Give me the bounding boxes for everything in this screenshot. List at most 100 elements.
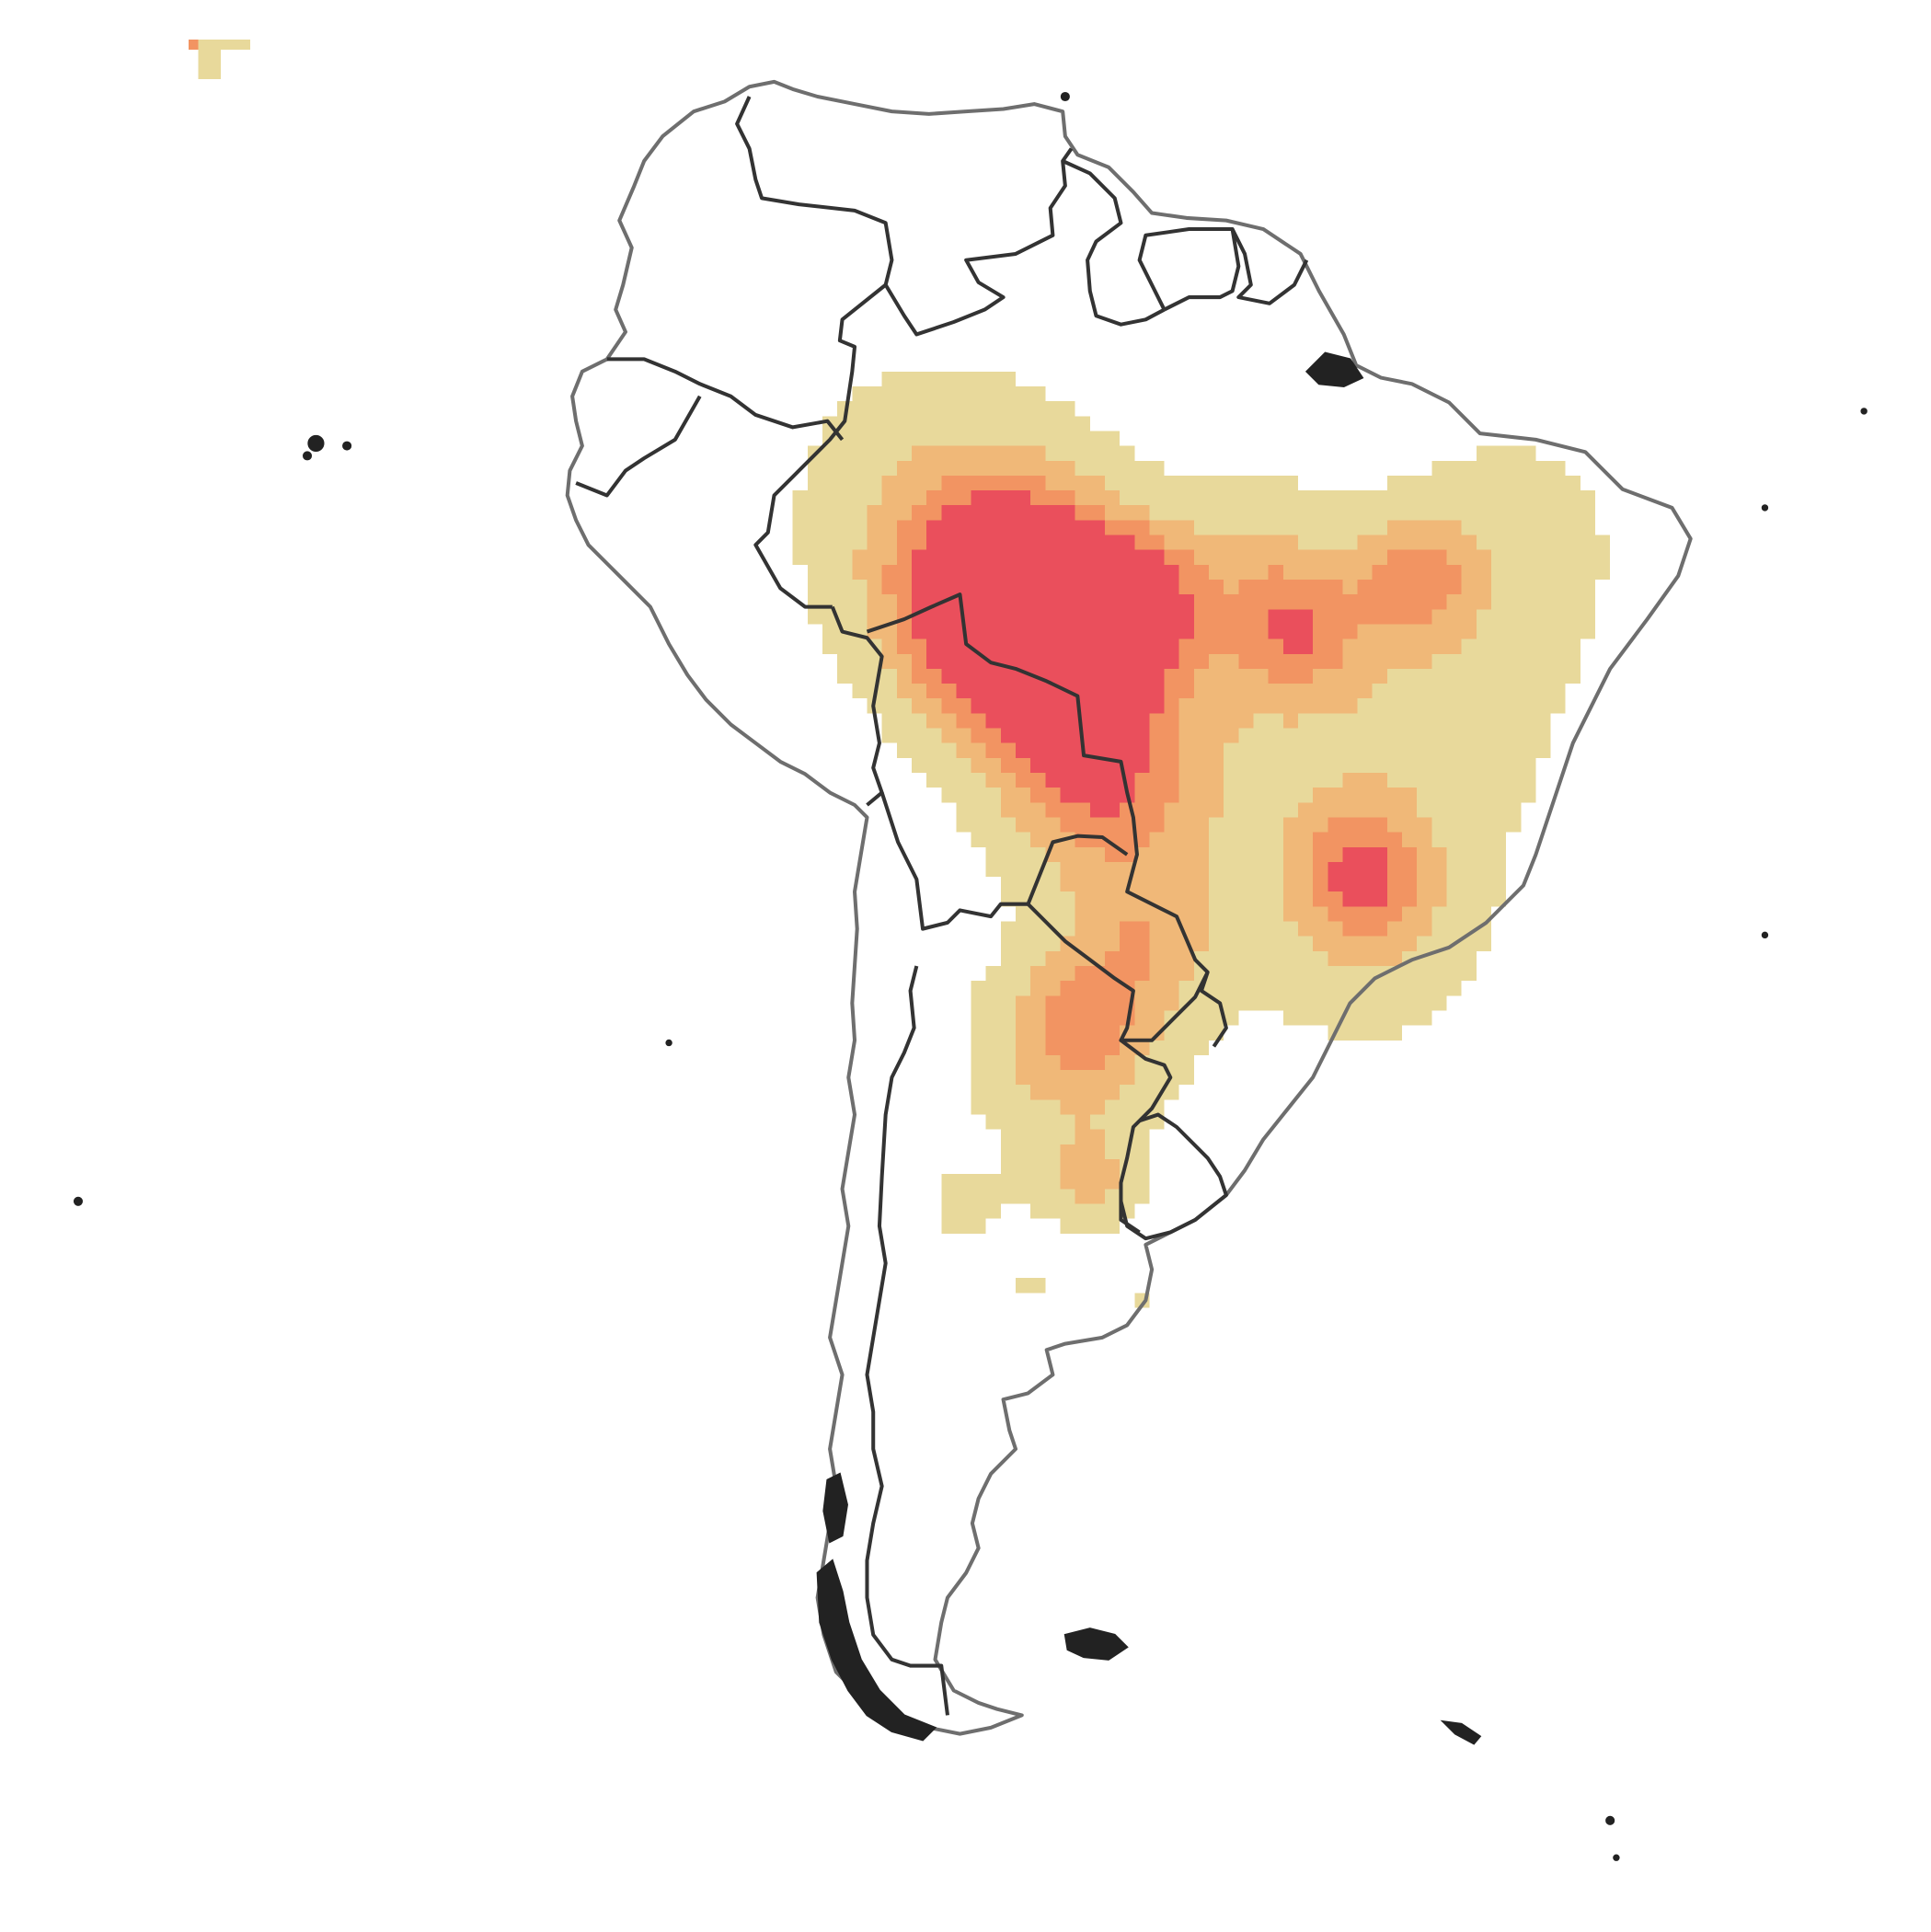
heat-cell-low xyxy=(1016,386,1031,402)
heat-cell-low xyxy=(1016,861,1031,878)
heat-cell-very-high xyxy=(1030,742,1046,758)
heat-cell-medium xyxy=(1297,906,1314,922)
heat-cell-low xyxy=(1521,594,1536,610)
heat-cell-low xyxy=(1060,445,1075,461)
heat-cell-high xyxy=(1104,1025,1121,1041)
heat-cell-low xyxy=(1476,728,1491,743)
heat-cell-medium xyxy=(1446,535,1462,550)
heat-cell-high xyxy=(1193,624,1210,639)
heat-cell-low xyxy=(852,668,868,684)
heat-cell-low xyxy=(1149,1040,1165,1055)
heat-cell-high xyxy=(1357,580,1373,595)
heat-cell-medium xyxy=(1060,950,1075,966)
heat-cell-low xyxy=(941,1174,957,1190)
heat-cell-high xyxy=(911,505,927,521)
heat-cell-medium xyxy=(1238,684,1254,699)
heat-cell-high xyxy=(1386,877,1403,892)
heat-cell-low xyxy=(1238,981,1254,996)
heat-cell-very-high xyxy=(1357,877,1373,892)
heat-cell-high xyxy=(1402,580,1418,595)
heat-cell-low xyxy=(1268,906,1283,922)
heat-cell-low xyxy=(1357,966,1373,982)
heat-cell-low xyxy=(971,802,986,818)
heat-cell-low xyxy=(1386,995,1403,1011)
heat-cell-medium xyxy=(1297,684,1314,699)
heat-cell-very-high xyxy=(1016,609,1031,625)
heat-cell-very-high xyxy=(1000,638,1017,654)
heat-cell-very-high xyxy=(1016,490,1031,506)
heat-cell-low xyxy=(1476,802,1491,818)
heat-cell-very-high xyxy=(956,505,971,521)
heat-cell-low xyxy=(1476,936,1491,951)
heat-cell-high xyxy=(1164,773,1179,788)
heat-cell-low xyxy=(1535,698,1551,714)
heat-cell-very-high xyxy=(941,580,957,595)
heat-cell-medium xyxy=(1178,742,1194,758)
heat-cell-low xyxy=(1372,742,1387,758)
heat-cell-low xyxy=(926,371,942,386)
heat-cell-low xyxy=(1446,846,1462,862)
heat-cell-high xyxy=(1402,846,1418,862)
heat-cell-medium xyxy=(1016,445,1031,461)
heat-cell-medium xyxy=(1386,638,1403,654)
heat-cell-high xyxy=(1297,580,1314,595)
heat-cell-high xyxy=(1209,609,1224,625)
heat-cell-medium xyxy=(985,445,1001,461)
heat-cell-medium xyxy=(1386,950,1403,966)
heat-cell-high xyxy=(1402,891,1418,907)
heat-cell-medium xyxy=(1297,802,1314,818)
heat-cell-low xyxy=(1476,861,1491,878)
heat-cell-low xyxy=(971,1085,986,1100)
heat-cell-low xyxy=(852,638,868,654)
heat-cell-high xyxy=(1045,788,1061,803)
heat-cell-low xyxy=(1328,995,1343,1011)
heat-cell-low xyxy=(941,386,957,402)
heat-cell-low xyxy=(956,1189,971,1204)
heat-cell-medium xyxy=(1178,773,1194,788)
heat-cell-low xyxy=(1075,460,1090,476)
heat-cell-low xyxy=(1253,921,1269,937)
heat-cell-low xyxy=(807,475,823,491)
heat-cell-very-high xyxy=(1060,549,1075,565)
heat-cell-low xyxy=(1461,906,1477,922)
heat-cell-very-high xyxy=(956,580,971,595)
heat-cell-very-high xyxy=(1060,773,1075,788)
heat-cell-low xyxy=(1521,698,1536,714)
heat-cell-low xyxy=(1417,728,1432,743)
heat-cell-high xyxy=(1178,653,1194,669)
heat-cell-very-high xyxy=(1045,594,1061,610)
heat-cell-very-high xyxy=(1104,609,1121,625)
heat-cell-low xyxy=(1342,713,1358,729)
heat-cell-low xyxy=(1297,995,1314,1011)
heat-cell-low xyxy=(1149,460,1165,476)
heat-cell-low xyxy=(881,460,897,476)
heat-cell-very-high xyxy=(1164,564,1179,580)
heat-cell-low xyxy=(1075,445,1090,461)
heat-cell-very-high xyxy=(1060,580,1075,595)
heat-cell-medium xyxy=(1282,817,1298,833)
heat-cell-high xyxy=(1386,580,1403,595)
heat-cell-low xyxy=(881,416,897,431)
heat-cell-high xyxy=(1134,950,1150,966)
heat-cell-medium xyxy=(1357,773,1373,788)
heat-cell-low xyxy=(1045,1203,1061,1219)
heat-cell-low xyxy=(1446,653,1462,669)
heat-cell-low xyxy=(1253,475,1269,491)
heat-cell-low xyxy=(1342,981,1358,996)
heat-cell-low xyxy=(1386,505,1403,521)
heat-cell-very-high xyxy=(1372,891,1387,907)
heat-cell-low xyxy=(941,1189,957,1204)
heat-cell-low xyxy=(1089,445,1105,461)
heat-cell-very-high xyxy=(956,549,971,565)
heat-cell-high xyxy=(896,594,912,610)
fernando-de-noronha xyxy=(1761,504,1769,512)
heat-cell-low xyxy=(1446,966,1462,982)
heat-cell-low xyxy=(1297,757,1314,773)
heat-cell-low xyxy=(1000,1174,1017,1190)
heat-cell-low xyxy=(1476,817,1491,833)
heat-cell-medium xyxy=(1386,535,1403,550)
border-uruguay xyxy=(1119,1112,1228,1241)
heat-cell-high xyxy=(1178,684,1194,699)
heat-cell-low xyxy=(1417,802,1432,818)
heat-cell-low xyxy=(1490,802,1507,818)
